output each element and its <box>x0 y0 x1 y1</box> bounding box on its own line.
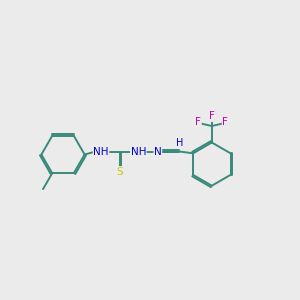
Text: F: F <box>195 117 201 128</box>
Text: F: F <box>209 111 215 122</box>
Text: NH: NH <box>93 146 109 157</box>
Text: H: H <box>176 138 183 148</box>
Text: S: S <box>116 167 123 177</box>
Text: NH: NH <box>130 146 146 157</box>
Text: N: N <box>154 146 162 157</box>
Text: F: F <box>222 117 228 128</box>
